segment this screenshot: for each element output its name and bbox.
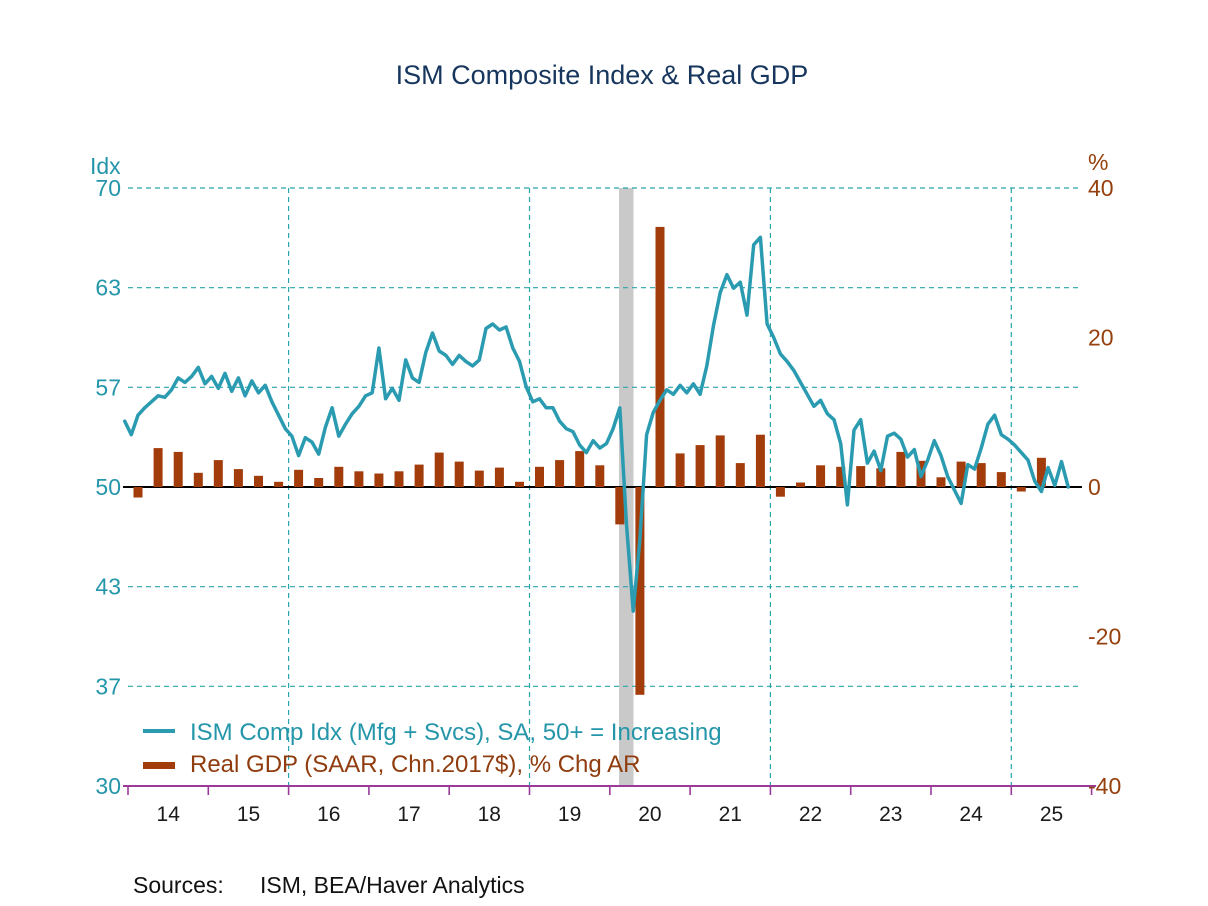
x-axis-year-label: 18 [478, 803, 501, 826]
x-axis-year-label: 21 [719, 803, 742, 826]
gdp-bar [655, 226, 665, 487]
gdp-bar [173, 451, 183, 487]
legend-line-label: ISM Comp Idx (Mfg + Svcs), SA, 50+ = Inc… [190, 719, 722, 746]
gdp-bar [454, 461, 464, 487]
sources-note: Sources: ISM, BEA/Haver Analytics [133, 872, 525, 898]
gdp-bar [434, 452, 444, 487]
right-axis-tick-label: 0 [1088, 474, 1101, 500]
right-axis-unit-label: % [1088, 149, 1108, 175]
x-axis-year-label: 20 [638, 803, 661, 826]
gdp-bar [314, 478, 324, 487]
left-axis-tick-label: 30 [95, 773, 121, 799]
ism-line-layer [122, 235, 1070, 613]
right-axis-tick-label: 20 [1088, 325, 1114, 351]
gdp-bar [796, 482, 805, 487]
gdp-bar [856, 466, 866, 487]
gdp-bar [715, 435, 725, 487]
x-axis-year-label: 22 [799, 803, 822, 826]
legend-bar-swatch [143, 762, 175, 769]
gdp-bar [595, 465, 605, 487]
gdp-bar [976, 463, 986, 487]
x-axis-year-label: 17 [397, 803, 420, 826]
gdp-bar [474, 470, 484, 487]
gdp-bar [133, 487, 143, 498]
gdp-bar [996, 472, 1006, 487]
gdp-bar [956, 461, 966, 487]
gdp-bar [755, 434, 765, 487]
gdp-bar [615, 487, 625, 525]
gdp-bar [294, 469, 304, 487]
x-axis-year-label: 15 [237, 803, 260, 826]
gdp-bar [153, 448, 163, 487]
gdp-bar [213, 460, 223, 487]
gdp-bar [193, 472, 203, 487]
left-axis-tick-label: 57 [95, 374, 121, 400]
gdp-bar [274, 481, 284, 487]
legend-bar-label: Real GDP (SAAR, Chn.2017$), % Chg AR [190, 751, 640, 778]
right-axis-tick-label: 40 [1088, 175, 1114, 201]
gdp-bar [695, 445, 705, 487]
gdp-bar [1016, 487, 1026, 492]
ism-line [122, 235, 1070, 613]
x-axis-year-label: 19 [558, 803, 581, 826]
x-axis-year-label: 24 [959, 803, 983, 826]
gdp-bar [334, 466, 344, 487]
x-axis-year-label: 23 [879, 803, 902, 826]
gdp-bar [254, 475, 263, 487]
left-axis-tick-label: 37 [95, 673, 121, 699]
x-axis-year-label: 16 [317, 803, 340, 826]
gdp-bar [635, 487, 645, 695]
tick-label-layer: 70 63 57 50 43 37 30 40 20 0 -20 -40 14 15 16 17 18 19 20 2… [95, 175, 1121, 826]
gdp-bar [816, 465, 826, 487]
left-axis-tick-label: 63 [95, 275, 121, 301]
gdp-bar [555, 460, 565, 487]
gdp-bar [876, 468, 886, 487]
left-axis-tick-label: 70 [95, 175, 121, 201]
axes-layer [123, 785, 1096, 795]
right-axis-tick-label: -20 [1088, 624, 1121, 650]
sources-value: ISM, BEA/Haver Analytics [260, 872, 525, 898]
x-axis-year-label: 14 [157, 803, 181, 826]
gdp-bar [775, 487, 785, 497]
gdp-bar [494, 467, 504, 487]
gdp-bar [354, 471, 364, 487]
gdp-bar [936, 477, 946, 487]
gdp-bars-layer [133, 226, 1046, 695]
gdp-bar [575, 451, 585, 487]
left-axis-unit-label: Idx [90, 153, 121, 179]
gdp-bar [836, 466, 846, 487]
right-axis-tick-label: -40 [1088, 773, 1121, 799]
gdp-bar [515, 481, 524, 487]
chart-title: ISM Composite Index & Real GDP [396, 60, 809, 90]
gdp-bar [535, 466, 544, 487]
gdp-bar [374, 473, 384, 487]
gdp-bar [394, 471, 404, 487]
gdp-bar [735, 463, 745, 487]
left-axis-tick-label: 43 [95, 574, 121, 600]
sources-label: Sources: [133, 872, 224, 898]
x-axis-year-label: 25 [1040, 803, 1063, 826]
gdp-bar [675, 453, 685, 487]
gdp-bar [896, 451, 906, 487]
gdp-bar [1036, 457, 1046, 487]
legend: ISM Comp Idx (Mfg + Svcs), SA, 50+ = Inc… [143, 719, 722, 778]
left-axis-tick-label: 50 [95, 474, 121, 500]
gdp-bar [233, 469, 243, 487]
gdp-bar [414, 464, 424, 487]
